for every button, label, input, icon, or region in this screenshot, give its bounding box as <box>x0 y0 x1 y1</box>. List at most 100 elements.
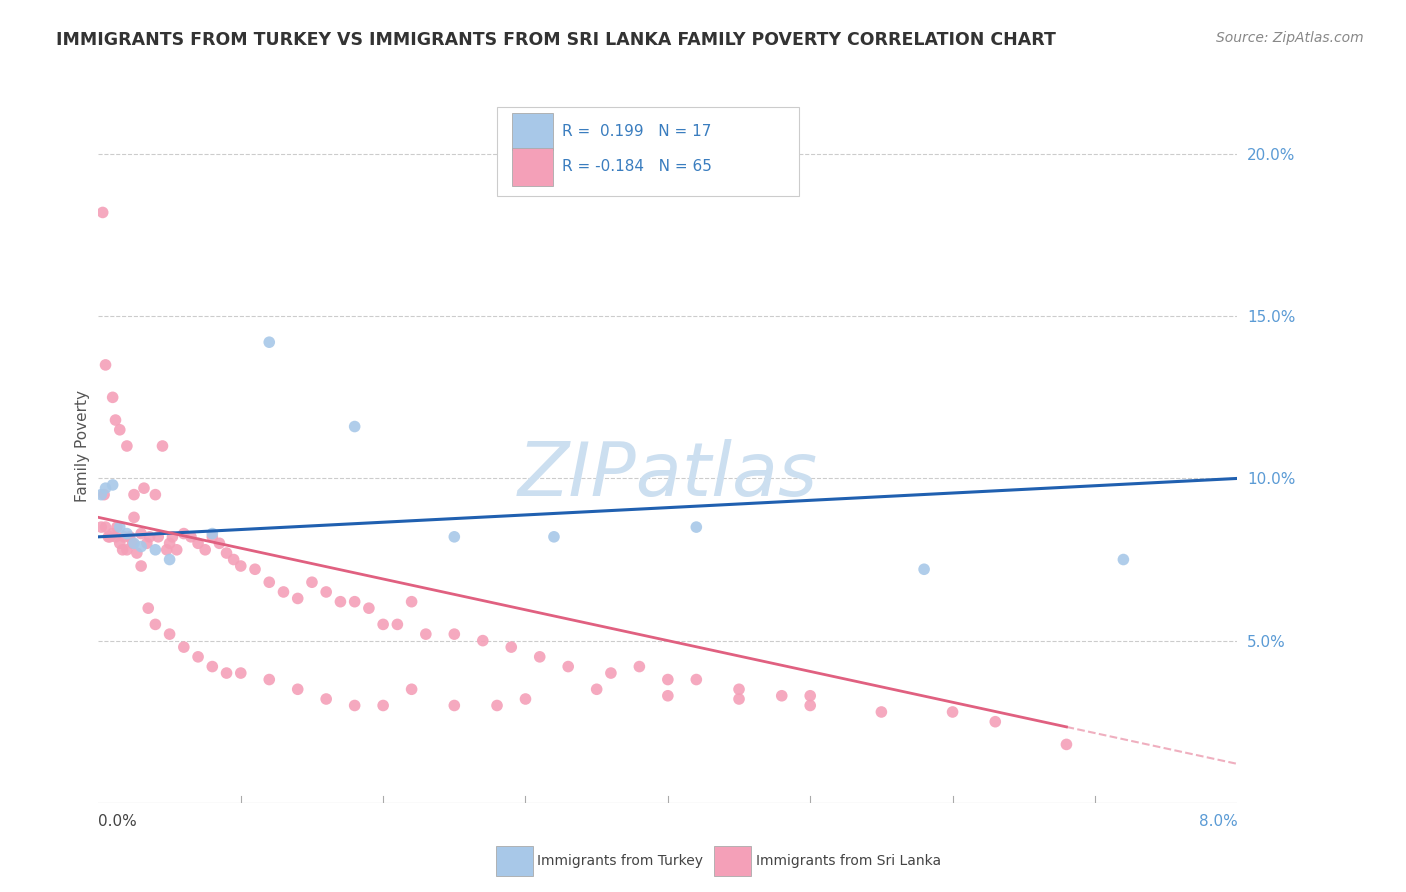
Point <box>301 575 323 590</box>
Point <box>657 673 679 687</box>
Point <box>194 542 217 557</box>
Point <box>166 542 188 557</box>
Point <box>343 419 366 434</box>
Point <box>501 640 523 654</box>
Point <box>101 390 124 404</box>
Point <box>401 595 423 609</box>
Point <box>371 617 394 632</box>
Point <box>138 530 160 544</box>
Point <box>118 530 141 544</box>
Point <box>125 546 148 560</box>
Point <box>471 633 494 648</box>
Point <box>1112 552 1135 566</box>
Point <box>94 481 117 495</box>
Point <box>222 552 245 566</box>
FancyBboxPatch shape <box>512 112 553 150</box>
Point <box>121 536 143 550</box>
Point <box>229 666 252 681</box>
Point <box>259 335 281 350</box>
Point <box>329 595 352 609</box>
Point <box>162 530 184 544</box>
Point <box>112 530 135 544</box>
Point <box>685 673 707 687</box>
Point <box>287 591 309 606</box>
Point <box>90 520 112 534</box>
Point <box>208 536 231 550</box>
Point <box>115 439 138 453</box>
Point <box>135 536 157 550</box>
Point <box>628 659 651 673</box>
Point <box>101 478 124 492</box>
Point <box>115 542 138 557</box>
Point <box>173 640 195 654</box>
Point <box>259 673 281 687</box>
Point <box>93 488 115 502</box>
Text: 8.0%: 8.0% <box>1198 814 1237 829</box>
Point <box>136 601 159 615</box>
Point <box>287 682 309 697</box>
Point <box>97 530 120 544</box>
Point <box>443 530 465 544</box>
Point <box>201 530 224 544</box>
Text: 0.0%: 0.0% <box>98 814 138 829</box>
Point <box>104 413 127 427</box>
Point <box>343 698 366 713</box>
Point <box>229 559 252 574</box>
Point <box>443 627 465 641</box>
Point <box>159 552 181 566</box>
Point <box>657 689 679 703</box>
Point <box>728 692 751 706</box>
Point <box>685 520 707 534</box>
Point <box>98 530 121 544</box>
Point <box>799 698 821 713</box>
Point <box>912 562 935 576</box>
Point <box>156 542 179 557</box>
Point <box>799 689 821 703</box>
Point <box>529 649 551 664</box>
Point <box>108 536 131 550</box>
Point <box>315 585 337 599</box>
Point <box>543 530 565 544</box>
Point <box>728 682 751 697</box>
Point <box>104 530 127 544</box>
Point <box>1056 738 1078 752</box>
Point <box>371 698 394 713</box>
Point <box>129 559 152 574</box>
Point <box>201 659 224 673</box>
Point <box>600 666 623 681</box>
Point <box>145 488 167 502</box>
Point <box>443 698 465 713</box>
Point <box>187 649 209 664</box>
Point <box>557 659 579 673</box>
Point <box>94 520 117 534</box>
Point <box>122 510 145 524</box>
Point <box>215 666 238 681</box>
Point <box>159 536 181 550</box>
Point <box>180 530 202 544</box>
Point <box>129 540 152 554</box>
Text: Immigrants from Sri Lanka: Immigrants from Sri Lanka <box>756 854 942 868</box>
Point <box>173 526 195 541</box>
Point <box>101 526 124 541</box>
Point <box>243 562 266 576</box>
Point <box>105 520 128 534</box>
Point <box>215 546 238 560</box>
Point <box>387 617 409 632</box>
Point <box>108 423 131 437</box>
Text: ZIPatlas: ZIPatlas <box>517 439 818 510</box>
Text: Immigrants from Turkey: Immigrants from Turkey <box>537 854 703 868</box>
Point <box>108 520 131 534</box>
Point <box>145 617 167 632</box>
Point <box>129 526 152 541</box>
Point <box>187 536 209 550</box>
Y-axis label: Family Poverty: Family Poverty <box>75 390 90 502</box>
Point <box>94 358 117 372</box>
Point <box>145 542 167 557</box>
Point <box>122 536 145 550</box>
Point <box>401 682 423 697</box>
Point <box>152 439 174 453</box>
Text: IMMIGRANTS FROM TURKEY VS IMMIGRANTS FROM SRI LANKA FAMILY POVERTY CORRELATION C: IMMIGRANTS FROM TURKEY VS IMMIGRANTS FRO… <box>56 31 1056 49</box>
Point <box>942 705 965 719</box>
Point <box>770 689 793 703</box>
Point <box>343 595 366 609</box>
